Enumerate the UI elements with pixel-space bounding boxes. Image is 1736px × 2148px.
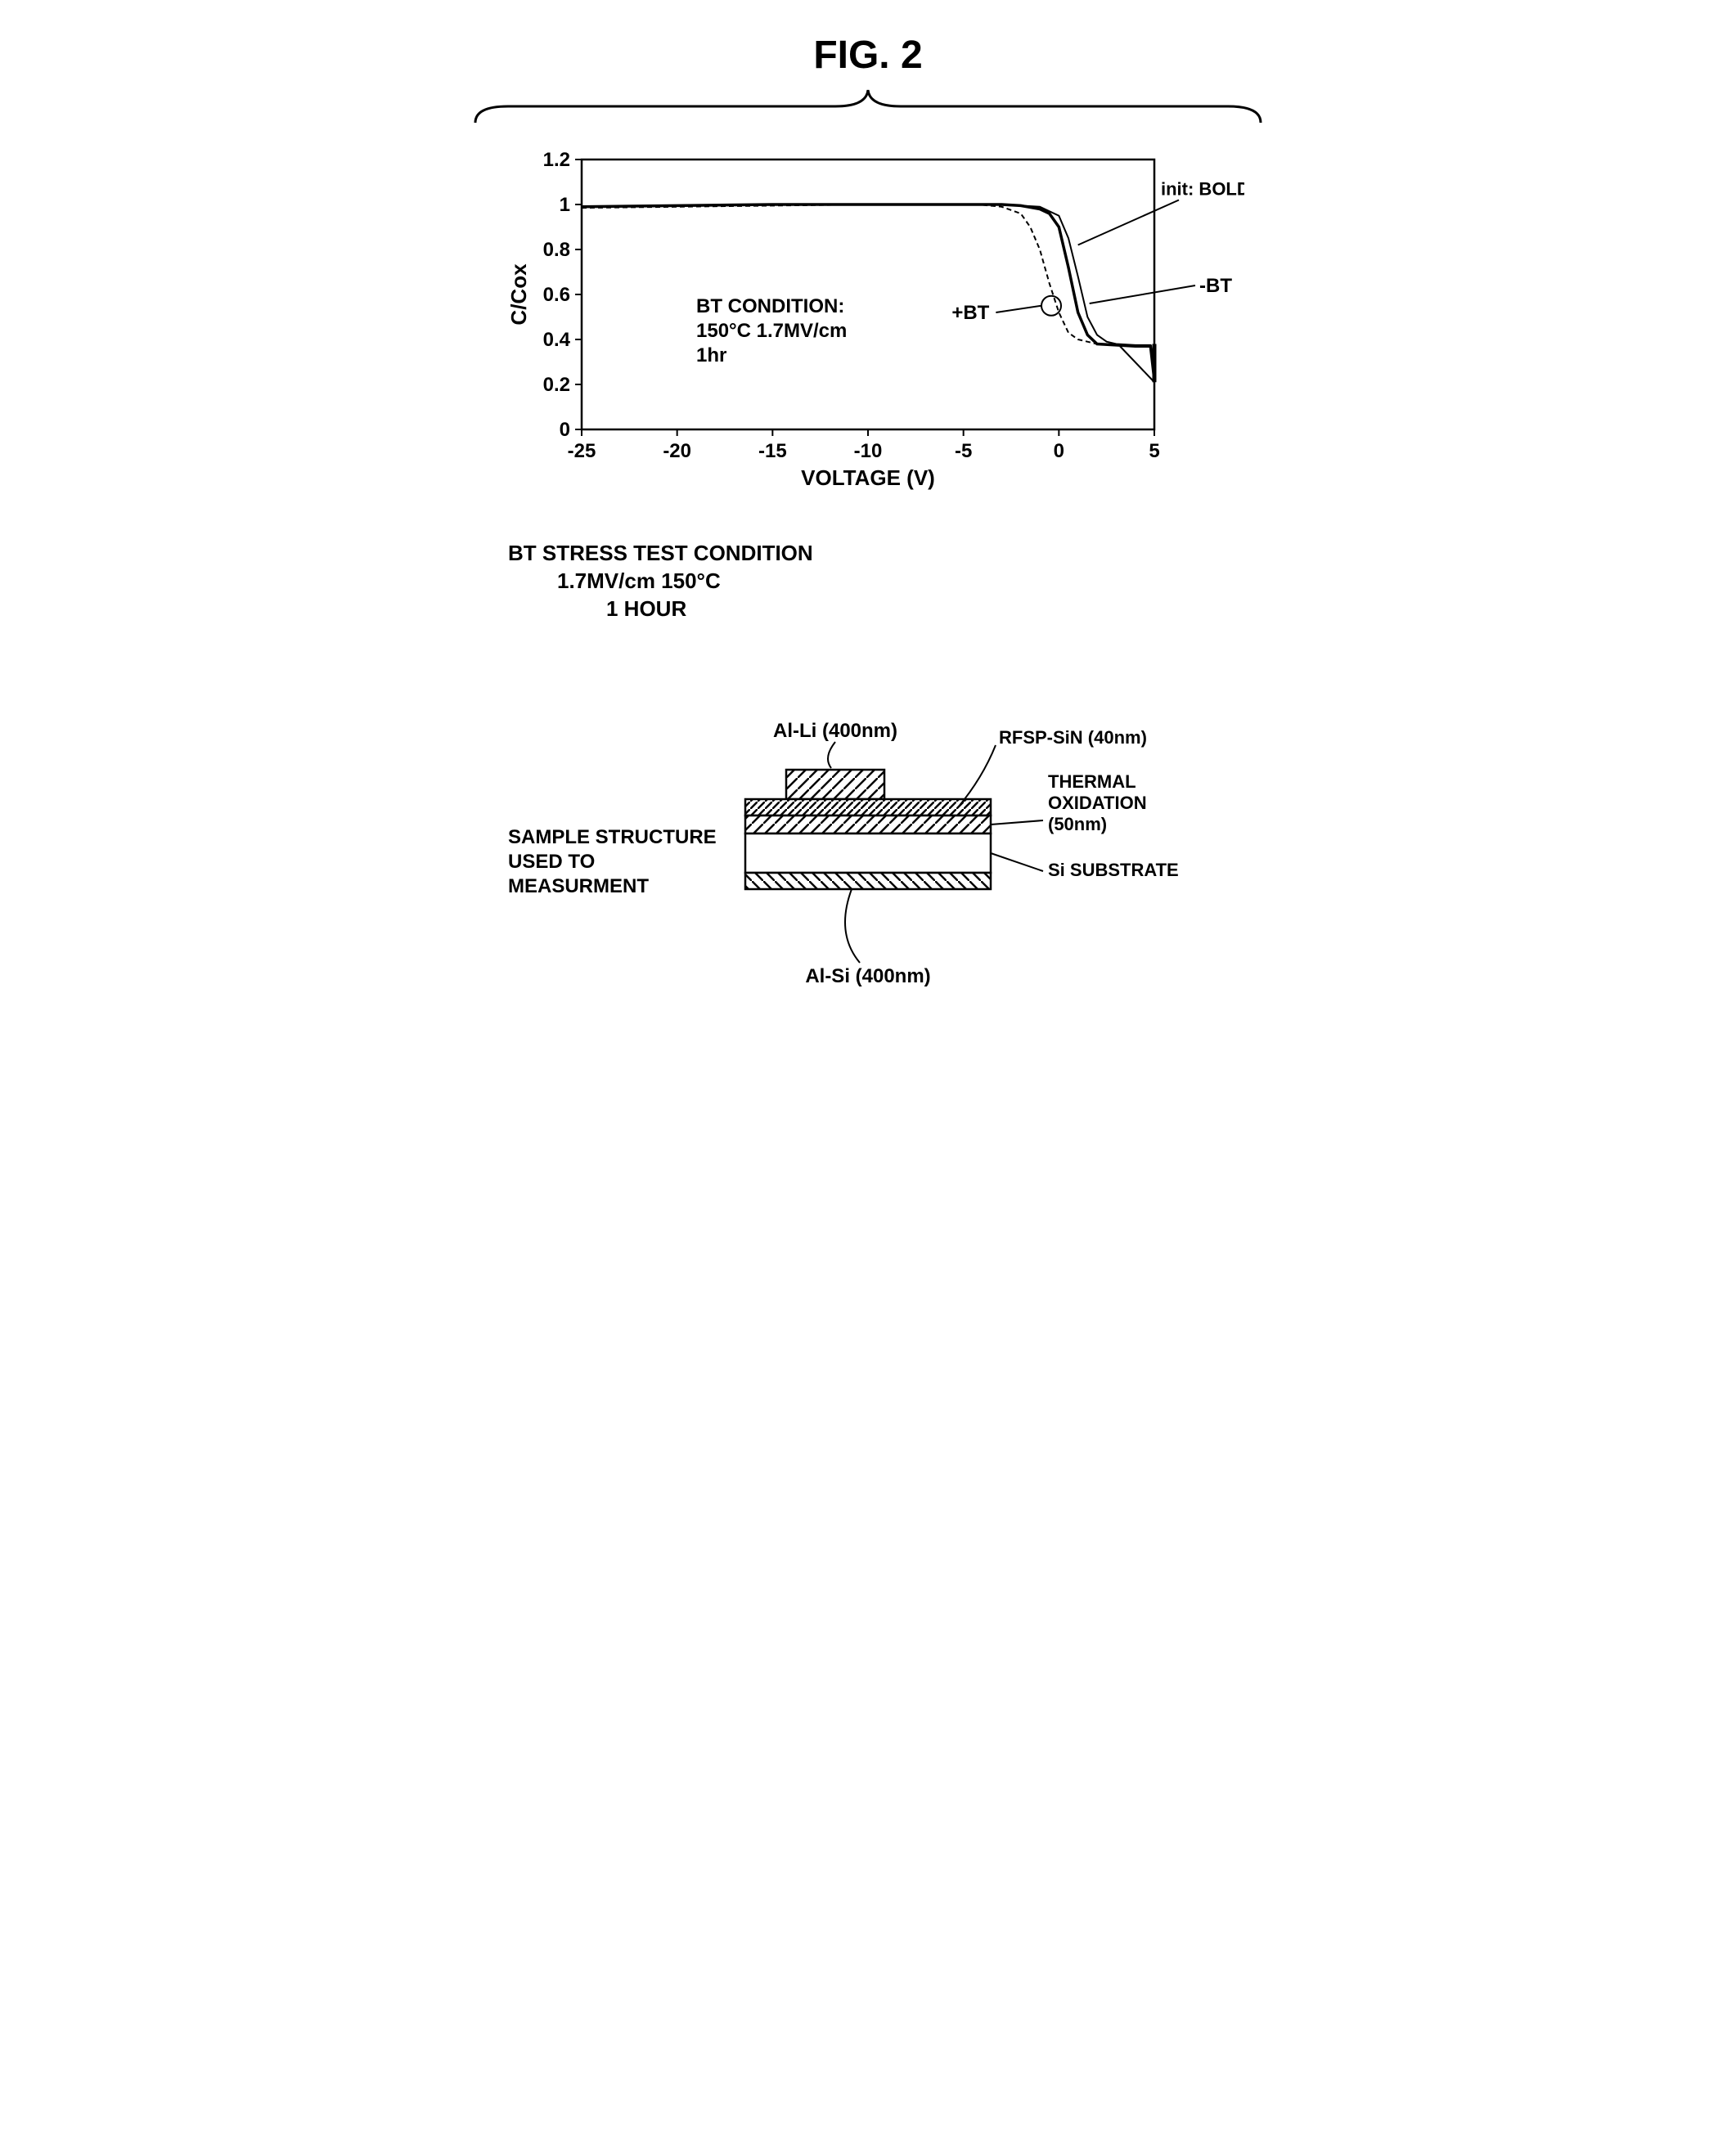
cv-chart: -25 -20 -15 -10 -5 0 5 0 0.2 0.4 0.6 0.8 1 1.2 VOLTAGE… <box>508 143 1244 503</box>
svg-text:0.4: 0.4 <box>543 329 571 351</box>
svg-text:1.2: 1.2 <box>543 149 570 171</box>
svg-text:OXIDATION: OXIDATION <box>1048 793 1147 813</box>
svg-text:C/Cox: C/Cox <box>508 263 531 326</box>
svg-text:-10: -10 <box>854 440 883 462</box>
svg-text:BT CONDITION:: BT CONDITION: <box>696 295 844 317</box>
caption-line1: BT STRESS TEST CONDITION <box>508 540 1277 568</box>
svg-text:0: 0 <box>1054 440 1064 462</box>
svg-text:-BT: -BT <box>1199 275 1232 297</box>
brace-row <box>459 86 1277 127</box>
caption-below-chart: BT STRESS TEST CONDITION 1.7MV/cm 150°C … <box>508 540 1277 622</box>
svg-text:init: BOLDLINE: init: BOLDLINE <box>1161 179 1244 200</box>
svg-text:0.8: 0.8 <box>543 239 570 261</box>
figure-title: FIG. 2 <box>459 33 1277 78</box>
svg-text:-5: -5 <box>955 440 972 462</box>
caption-line3: 1 HOUR <box>606 595 1277 623</box>
svg-text:SAMPLE STRUCTURE: SAMPLE STRUCTURE <box>508 826 717 848</box>
svg-text:THERMAL: THERMAL <box>1048 771 1136 792</box>
svg-text:(50nm): (50nm) <box>1048 814 1107 834</box>
svg-text:1hr: 1hr <box>696 344 726 366</box>
svg-text:0.2: 0.2 <box>543 374 570 396</box>
svg-text:-15: -15 <box>758 440 787 462</box>
svg-text:RFSP-SiN (40nm): RFSP-SiN (40nm) <box>999 727 1147 748</box>
svg-text:MEASURMENT: MEASURMENT <box>508 875 649 897</box>
chart-section: -25 -20 -15 -10 -5 0 5 0 0.2 0.4 0.6 0.8 1 1.2 VOLTAGE… <box>508 143 1277 507</box>
svg-text:Si SUBSTRATE: Si SUBSTRATE <box>1048 860 1179 880</box>
svg-text:5: 5 <box>1149 440 1159 462</box>
svg-text:-20: -20 <box>663 440 691 462</box>
svg-text:Al-Li (400nm): Al-Li (400nm) <box>773 721 897 742</box>
svg-text:150°C 1.7MV/cm: 150°C 1.7MV/cm <box>696 320 847 342</box>
brace-icon <box>459 86 1277 127</box>
svg-text:VOLTAGE (V): VOLTAGE (V) <box>801 465 935 490</box>
svg-text:0.6: 0.6 <box>543 284 570 306</box>
svg-text:Al-Si (400nm): Al-Si (400nm) <box>805 965 930 987</box>
layer-diagram: SAMPLE STRUCTURE USED TOMEASURMENT Al-Li (… <box>500 721 1236 1031</box>
figure-container: FIG. 2 -25 -20 -15 -10 -5 0 5 0 0.2 0.4 0.6 0.8 1 1.2… <box>459 33 1277 1036</box>
svg-text:0: 0 <box>560 419 570 441</box>
svg-text:+BT: +BT <box>951 302 989 324</box>
svg-text:USED TO: USED TO <box>508 851 595 873</box>
svg-text:1: 1 <box>560 194 570 216</box>
svg-text:-25: -25 <box>568 440 596 462</box>
caption-line2: 1.7MV/cm 150°C <box>557 568 1277 595</box>
diagram-section: SAMPLE STRUCTURE USED TOMEASURMENT Al-Li (… <box>459 721 1277 1036</box>
